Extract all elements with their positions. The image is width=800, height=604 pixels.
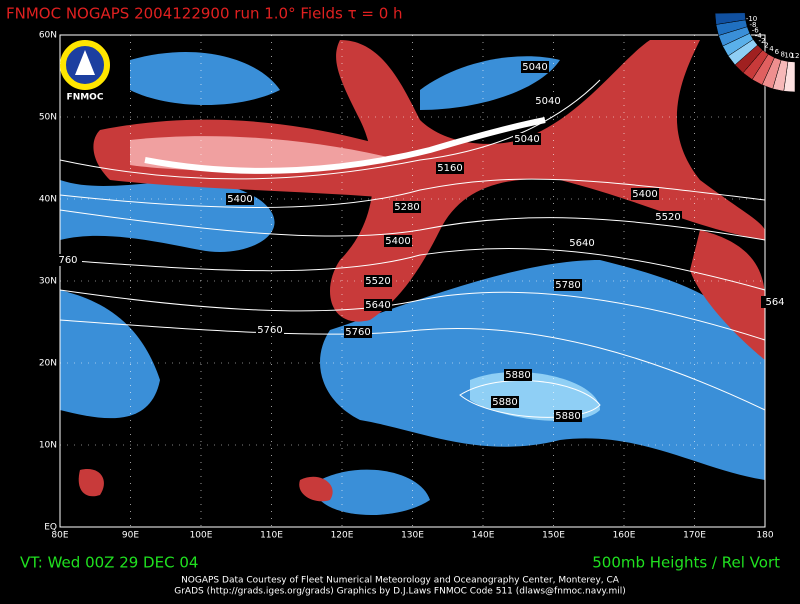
credit: GrADS (http://grads.iges.org/grads) Grap… bbox=[174, 587, 625, 597]
contour-label-bg bbox=[554, 410, 582, 422]
lat-label: 10N bbox=[39, 441, 57, 451]
lon-label: 170E bbox=[683, 531, 706, 541]
colorbar-label: 4 bbox=[769, 45, 774, 53]
lon-label: 100E bbox=[190, 531, 213, 541]
lat-label: 60N bbox=[39, 31, 57, 41]
contour-label-bg bbox=[393, 201, 421, 213]
contour-label-bg bbox=[491, 396, 519, 408]
contour-label-bg bbox=[54, 254, 82, 266]
colorbar-label: 8 bbox=[780, 50, 784, 58]
contour-label: 5880 bbox=[492, 397, 517, 408]
contour-label: 5880 bbox=[555, 411, 580, 422]
contour-label: 5780 bbox=[555, 280, 580, 291]
colorbar-label: -8 bbox=[749, 21, 756, 29]
lat-label: 20N bbox=[39, 359, 57, 369]
contour-label-bg bbox=[631, 188, 659, 200]
contour-label-bg bbox=[534, 95, 562, 107]
contour-label-bg bbox=[521, 61, 549, 73]
valid-time: VT: Wed 00Z 29 DEC 04 bbox=[20, 554, 198, 572]
contour-label: 5400 bbox=[632, 189, 657, 200]
contour-label-bg bbox=[344, 326, 372, 338]
lon-label: 110E bbox=[260, 531, 283, 541]
contour-label: 760 bbox=[58, 255, 77, 266]
contour-label: 5040 bbox=[522, 62, 547, 73]
lat-label: 30N bbox=[39, 277, 57, 287]
logo-label: FNMOC bbox=[67, 93, 104, 103]
colorbar-label: -6 bbox=[752, 27, 760, 35]
contour-label: 5040 bbox=[535, 96, 560, 107]
contour-label-bg bbox=[504, 369, 532, 381]
contour-label-bg bbox=[364, 299, 392, 311]
credit: NOGAPS Data Courtesy of Fleet Numerical … bbox=[181, 576, 620, 586]
contour-label: 5400 bbox=[227, 194, 252, 205]
contour-label-bg bbox=[256, 324, 284, 336]
colorbar-label: -10 bbox=[746, 15, 757, 23]
lat-label: 50N bbox=[39, 113, 57, 123]
lon-label: 130E bbox=[401, 531, 424, 541]
contour-label: 5160 bbox=[437, 163, 462, 174]
lon-label: 80E bbox=[51, 531, 68, 541]
contour-label: 5520 bbox=[365, 276, 390, 287]
lon-label: 160E bbox=[613, 531, 636, 541]
jet-axis bbox=[144, 117, 546, 174]
contour-label-bg bbox=[761, 296, 789, 308]
lon-label: 120E bbox=[331, 531, 354, 541]
contour-label-bg bbox=[384, 235, 412, 247]
lat-label: 40N bbox=[39, 195, 57, 205]
colorbar-label: 6 bbox=[775, 48, 780, 56]
contour-label: 5760 bbox=[345, 327, 370, 338]
contour-label-bg bbox=[568, 237, 596, 249]
logo: FNMOC bbox=[60, 40, 110, 103]
contour-label: 564 bbox=[765, 297, 784, 308]
title: FNMOC NOGAPS 2004122900 run 1.0° Fields … bbox=[6, 5, 403, 23]
colorbar-label: 10 bbox=[784, 52, 793, 60]
field-name: 500mb Heights / Rel Vort bbox=[592, 554, 780, 572]
lat-label: EQ bbox=[44, 523, 57, 533]
contour-label: 5640 bbox=[365, 300, 390, 311]
lon-label: 140E bbox=[472, 531, 495, 541]
colorbar-label: 12 bbox=[791, 52, 800, 60]
height-contours bbox=[59, 79, 766, 418]
contour-label-bg bbox=[436, 162, 464, 174]
contour-label-bg bbox=[654, 211, 682, 223]
colorbar-label: -4 bbox=[755, 32, 763, 40]
contour-label: 5760 bbox=[257, 325, 282, 336]
contour-label: 5280 bbox=[394, 202, 419, 213]
contour-label-bg bbox=[226, 193, 254, 205]
contour-label-bg bbox=[513, 133, 541, 145]
contour-label: 5040 bbox=[514, 134, 539, 145]
contour-label: 5400 bbox=[385, 236, 410, 247]
lon-label: 90E bbox=[122, 531, 139, 541]
lon-label: 150E bbox=[542, 531, 565, 541]
contour-label: 5520 bbox=[655, 212, 680, 223]
colorbar-label: 2 bbox=[764, 41, 768, 49]
lon-label: 180 bbox=[756, 531, 773, 541]
colorbar-label: -2 bbox=[759, 37, 766, 45]
contour-label: 5880 bbox=[505, 370, 530, 381]
contour-label-bg bbox=[364, 275, 392, 287]
colorbar-segment bbox=[714, 12, 746, 25]
contour-label: 5640 bbox=[569, 238, 594, 249]
contour-label-bg bbox=[554, 279, 582, 291]
